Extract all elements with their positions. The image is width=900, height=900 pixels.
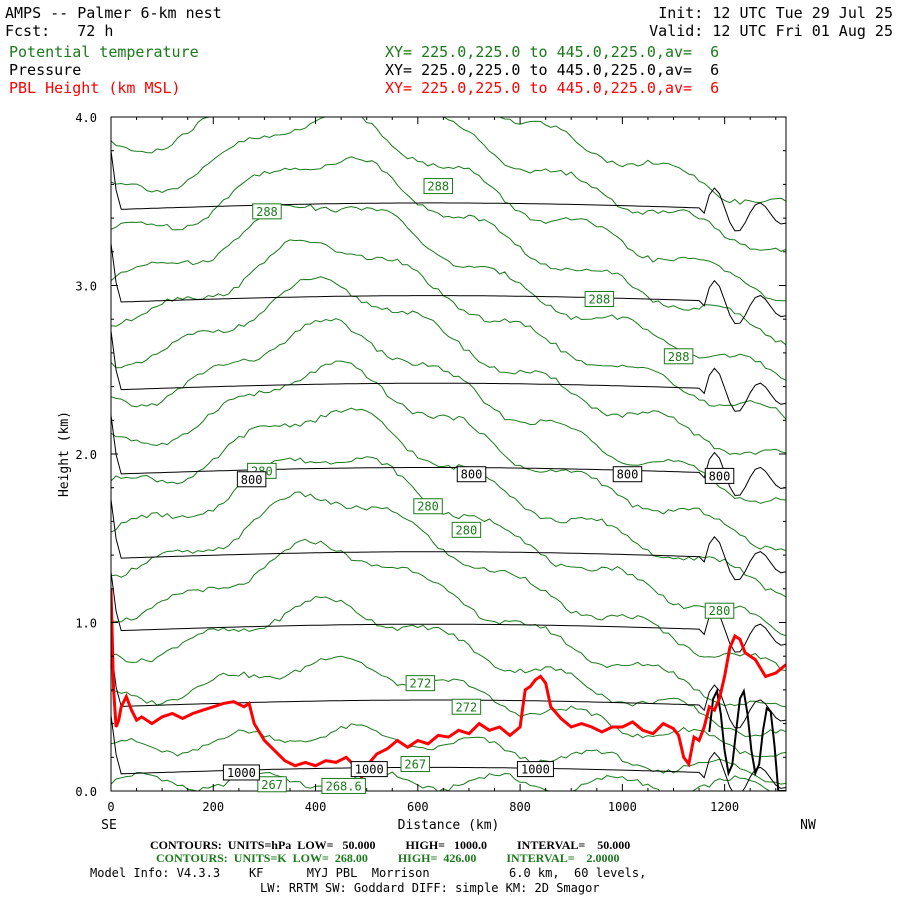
pressure-contour-label: 1000 xyxy=(521,763,550,777)
theta-contour-label-box xyxy=(451,521,482,538)
pressure-contour-label-box xyxy=(236,471,267,488)
x-tick-label: 800 xyxy=(509,800,531,814)
theta-contour-label: 267 xyxy=(404,758,426,772)
theta-contour-label-box xyxy=(584,290,615,307)
theta-contour-label: 288 xyxy=(668,350,690,364)
theta-contour-line xyxy=(111,595,786,737)
pressure-contour-line xyxy=(111,499,786,581)
theta-contour-label-box xyxy=(413,498,443,515)
x-tick-label: 1000 xyxy=(608,800,637,814)
theta-contour-label: 280 xyxy=(417,500,439,514)
pressure-contour-label-box xyxy=(222,764,260,781)
pressure-contour-label-box xyxy=(704,467,735,484)
pressure-contour-label: 1000 xyxy=(227,766,256,780)
pressure-contour-line xyxy=(111,150,786,232)
chart-title: AMPS -- Palmer 6-km nest xyxy=(5,4,222,22)
valid-time: Valid: 12 UTC Fri 01 Aug 25 xyxy=(649,22,893,40)
forecast-hour: Fcst: 72 h xyxy=(5,22,114,40)
theta-contour-label: 288 xyxy=(589,292,611,306)
pressure-contour-label: 800 xyxy=(617,468,639,482)
pressure-contour-label-box xyxy=(456,466,487,483)
plot-frame xyxy=(110,116,787,792)
footer-model-physics: LW: RRTM SW: Goddard DIFF: simple KM: 2D… xyxy=(260,881,600,895)
pressure-contour-line xyxy=(111,330,786,412)
footer-theta-contours: CONTOURS: UNITS=K LOW= 268.00 HIGH= 426.… xyxy=(156,851,620,865)
theta-contour-line xyxy=(111,538,786,708)
field-pressure-xy: XY= 225.0,225.0 to 445.0,225.0,av= 6 xyxy=(385,61,720,79)
theta-contour-line xyxy=(111,117,786,252)
theta-contour-label-box xyxy=(252,203,282,220)
pressure-contour-line xyxy=(111,243,786,325)
theta-contour-line xyxy=(111,117,786,302)
theta-contour-line xyxy=(111,239,786,420)
theta-contour-label: 288 xyxy=(256,205,278,219)
theta-contour-label-box xyxy=(405,675,436,692)
terrain-line xyxy=(708,687,786,791)
pressure-contour-line xyxy=(111,571,786,653)
pressure-contour-label-box xyxy=(350,761,388,778)
field-pbl-xy: XY= 225.0,225.0 to 445.0,225.0,av= 6 xyxy=(385,79,720,97)
x-tick-label: 0 xyxy=(107,800,114,814)
y-axis-label: Height (km) xyxy=(57,411,72,497)
field-theta-name: Potential temperature xyxy=(9,43,199,61)
theta-contour-label-box xyxy=(423,178,454,195)
pressure-contour-label: 800 xyxy=(709,469,731,483)
field-pressure-name: Pressure xyxy=(9,61,82,79)
theta-contour-line xyxy=(111,491,786,671)
x-tick-label: 1200 xyxy=(710,800,739,814)
y-tick-label: 1.0 xyxy=(75,617,97,631)
theta-contour-line xyxy=(111,156,786,346)
y-tick-label: 0.0 xyxy=(75,785,97,799)
pressure-contour-label: 800 xyxy=(461,468,483,482)
x-tick-label: 200 xyxy=(202,800,224,814)
pressure-contour-label-box xyxy=(612,466,643,483)
nw-end-label: NW xyxy=(800,818,816,833)
theta-contour-line xyxy=(111,318,786,504)
theta-contour-label-box xyxy=(400,756,431,773)
theta-contour-line xyxy=(111,407,786,598)
theta-contour-label: 280 xyxy=(456,523,478,537)
theta-contour-label-box xyxy=(704,602,735,619)
theta-contour-line xyxy=(111,456,786,637)
pressure-contour-label: 800 xyxy=(241,473,263,487)
plot-area xyxy=(111,117,786,791)
footer-pressure-contours: CONTOURS: UNITS=hPa LOW= 50.000 HIGH= 10… xyxy=(150,838,631,852)
theta-contour-label: 272 xyxy=(410,677,432,691)
footer-model-info: Model Info: V4.3.3 KF MYJ PBL Morrison 6… xyxy=(90,866,647,880)
theta-contour-label: 272 xyxy=(456,700,478,714)
x-tick-label: 600 xyxy=(407,800,429,814)
theta-contour-label: 280 xyxy=(709,604,731,618)
theta-contour-label-box xyxy=(663,348,694,365)
y-tick-label: 4.0 xyxy=(75,111,97,125)
field-theta-xy: XY= 225.0,225.0 to 445.0,225.0,av= 6 xyxy=(385,43,720,61)
theta-contour-line xyxy=(498,117,786,205)
theta-contour-label-box xyxy=(257,776,287,793)
theta-contour-label-box xyxy=(451,698,482,715)
theta-contour-label: 268.6 xyxy=(326,779,362,793)
theta-contour-label-box xyxy=(321,777,366,794)
y-tick-label: 2.0 xyxy=(75,448,97,462)
field-pbl-name: PBL Height (km MSL) xyxy=(9,79,181,97)
x-tick-label: 400 xyxy=(305,800,327,814)
pressure-contour-label-box xyxy=(516,761,554,778)
pressure-contour-line xyxy=(111,415,786,496)
init-time: Init: 12 UTC Tue 29 Jul 25 xyxy=(658,4,893,22)
theta-contour-label: 267 xyxy=(261,778,283,792)
theta-contour-line xyxy=(111,203,786,381)
x-axis-label: Distance (km) xyxy=(398,818,500,833)
theta-contour-line xyxy=(111,360,786,552)
theta-contour-label: 288 xyxy=(427,180,449,194)
theta-contour-line xyxy=(111,276,786,455)
theta-contour-line xyxy=(111,723,786,785)
pressure-contour-label: 1000 xyxy=(355,763,384,777)
y-tick-label: 3.0 xyxy=(75,280,97,294)
pressure-contour-line xyxy=(111,647,786,729)
pbl-height-line xyxy=(111,588,786,782)
theta-contour-line xyxy=(111,655,786,758)
se-end-label: SE xyxy=(101,818,117,833)
